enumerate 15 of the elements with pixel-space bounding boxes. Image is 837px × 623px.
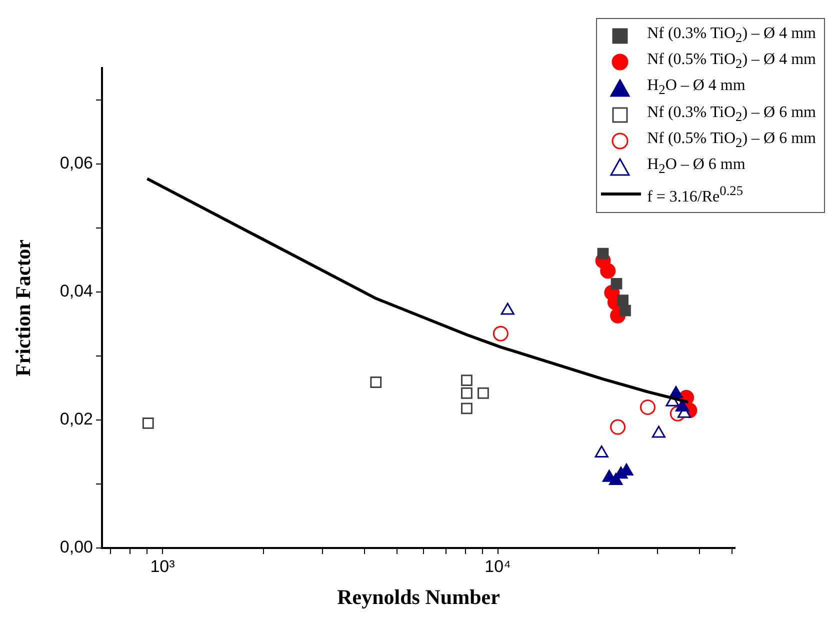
y-axis-title: Friction Factor	[11, 239, 36, 377]
legend-label: Nf (0.3% TiO$_{2}$) – Ø 6 mm	[647, 102, 816, 126]
legend-label: H$_{2}$O – Ø 6 mm	[647, 154, 746, 178]
y-tick-label: 0,04	[60, 282, 93, 301]
x-tick-label: 10⁴	[484, 556, 511, 576]
y-tick-label: 0,06	[60, 154, 93, 173]
legend-label: H$_{2}$O – Ø 4 mm	[647, 76, 746, 100]
x-tick-label: 10³	[150, 556, 176, 576]
legend-label: Nf (0.5% TiO$_{2}$) – Ø 4 mm	[647, 50, 816, 74]
y-tick-label: 0,00	[60, 538, 93, 557]
x-axis-title: Reynolds Number	[337, 584, 500, 609]
legend-label: f = 3.16/Re$^{0.25}$	[647, 182, 743, 208]
legend-label: Nf (0.5% TiO$_{2}$) – Ø 6 mm	[647, 128, 816, 152]
legend-label: Nf (0.3% TiO$_{2}$) – Ø 4 mm	[647, 24, 816, 48]
y-tick-label: 0,02	[60, 410, 93, 429]
